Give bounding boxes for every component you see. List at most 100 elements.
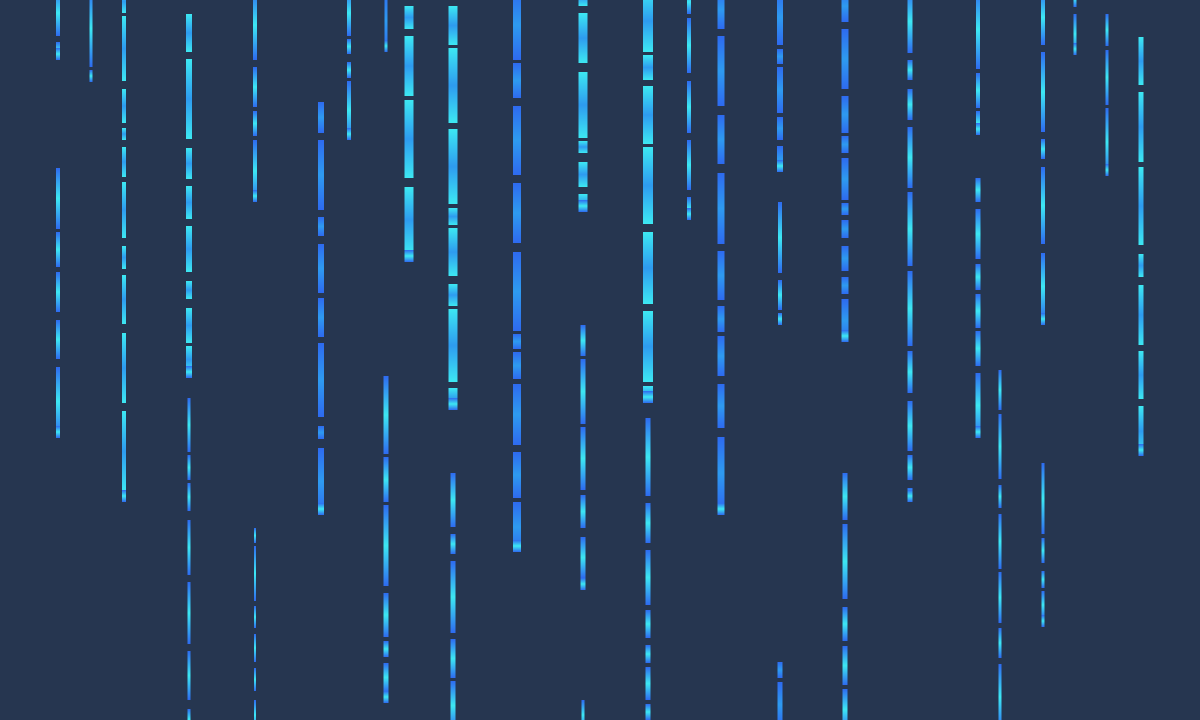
rain-segment xyxy=(318,102,324,133)
rain-segment xyxy=(645,645,651,663)
rain-segment xyxy=(643,55,653,80)
rain-segment xyxy=(643,0,653,52)
rain-segment xyxy=(1041,571,1045,588)
rain-segment xyxy=(318,140,324,210)
rain-segment xyxy=(513,106,521,175)
rain-stream xyxy=(384,0,388,52)
rain-segment xyxy=(1041,0,1045,45)
rain-segment xyxy=(645,418,651,496)
rain-segment xyxy=(1041,253,1045,320)
rain-segment xyxy=(778,202,782,273)
rain-segment xyxy=(842,473,848,520)
rain-segment xyxy=(383,505,389,586)
rain-segment xyxy=(578,162,588,187)
rain-stream-tip xyxy=(89,70,93,82)
rain-segment xyxy=(1041,591,1045,619)
rain-segment xyxy=(1138,167,1144,245)
rain-segment xyxy=(56,367,60,436)
rain-stream xyxy=(383,376,389,703)
rain-stream xyxy=(186,14,192,378)
rain-segment xyxy=(578,72,588,138)
rain-stream-tip xyxy=(1041,313,1045,325)
rain-segment xyxy=(450,639,456,678)
rain-stream xyxy=(643,0,653,403)
rain-segment xyxy=(448,309,458,382)
rain-stream xyxy=(581,700,585,720)
rain-stream-tip xyxy=(976,123,980,135)
rain-segment xyxy=(122,182,126,238)
rain-stream-tip xyxy=(578,200,588,212)
rain-stream xyxy=(404,6,414,262)
rain-segment xyxy=(347,81,351,140)
rain-segment xyxy=(717,173,725,244)
rain-segment xyxy=(842,646,848,685)
rain-segment xyxy=(777,146,783,172)
rain-stream xyxy=(842,473,848,720)
rain-segment xyxy=(581,700,585,720)
rain-segment xyxy=(645,704,651,720)
rain-segment xyxy=(907,401,913,451)
rain-segment xyxy=(717,0,725,29)
rain-stream-tip xyxy=(580,578,586,590)
rain-stream-tip xyxy=(907,490,913,502)
rain-segment xyxy=(122,89,126,123)
rain-segment xyxy=(717,251,725,300)
rain-segment xyxy=(578,0,588,6)
rain-segment xyxy=(842,689,848,720)
rain-segment xyxy=(907,192,913,266)
rain-segment xyxy=(56,320,60,359)
rain-segment xyxy=(907,0,913,53)
rain-segment xyxy=(1041,538,1045,563)
rain-stream xyxy=(1105,14,1109,176)
rain-segment xyxy=(318,298,324,337)
rain-segment xyxy=(450,534,456,554)
rain-segment xyxy=(643,232,653,304)
rain-segment xyxy=(998,628,1002,658)
rain-stream-tip xyxy=(404,250,414,262)
rain-segment xyxy=(186,14,192,52)
rain-stream xyxy=(347,0,351,140)
rain-stream xyxy=(187,398,191,720)
rain-segment xyxy=(841,277,849,294)
rain-segment xyxy=(842,524,848,599)
rain-stream xyxy=(645,418,651,720)
rain-segment xyxy=(1105,108,1109,176)
rain-stream xyxy=(777,0,783,172)
rain-segment xyxy=(253,67,257,107)
rain-stream-tip xyxy=(383,691,389,703)
rain-segment xyxy=(643,147,653,224)
rain-stream-tip xyxy=(687,208,691,220)
rain-segment xyxy=(778,280,782,310)
rain-segment xyxy=(1138,37,1144,85)
rain-segment xyxy=(645,667,651,700)
rain-segment xyxy=(578,13,588,63)
rain-segment xyxy=(1138,406,1144,456)
rain-stream xyxy=(56,0,60,60)
rain-stream-tip xyxy=(384,40,388,52)
rain-segment xyxy=(687,18,691,73)
rain-segment xyxy=(186,226,192,272)
rain-segment xyxy=(122,333,126,403)
rain-segment xyxy=(580,427,586,490)
rain-segment xyxy=(687,140,691,190)
rain-stream xyxy=(777,662,783,720)
rain-segment xyxy=(975,373,981,438)
rain-segment xyxy=(976,0,980,69)
rain-segment xyxy=(253,111,257,136)
rain-segment xyxy=(998,514,1002,569)
rain-segment xyxy=(1041,52,1045,132)
rain-segment xyxy=(1041,463,1045,534)
rain-segment xyxy=(513,502,521,552)
rain-segment xyxy=(975,178,981,202)
rain-segment xyxy=(448,48,458,123)
rain-segment xyxy=(841,136,849,153)
rain-segment xyxy=(1138,351,1144,399)
rain-segment xyxy=(254,700,256,720)
rain-segment xyxy=(907,127,913,188)
rain-segment xyxy=(122,128,126,140)
rain-segment xyxy=(404,36,414,96)
rain-segment xyxy=(841,158,849,200)
rain-segment xyxy=(717,384,725,428)
rain-segment xyxy=(56,168,60,229)
rain-segment xyxy=(1138,92,1144,162)
